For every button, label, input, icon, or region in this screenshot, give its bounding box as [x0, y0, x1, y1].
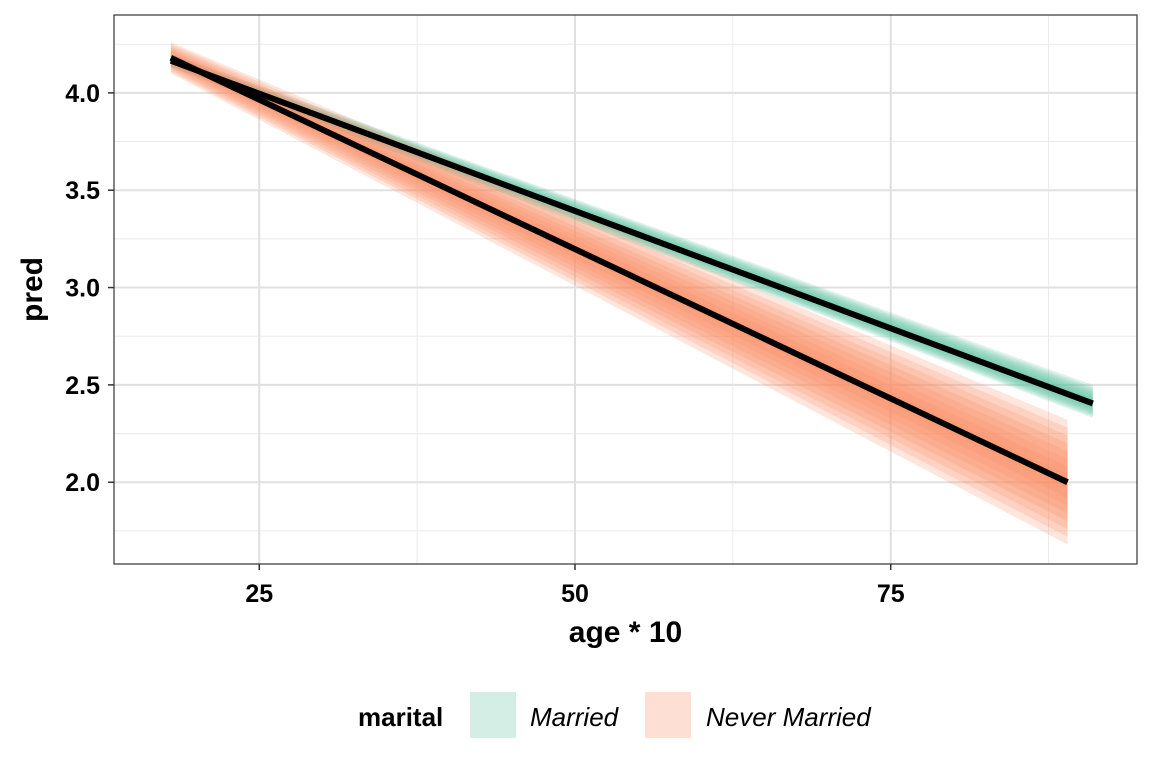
legend-key [470, 692, 516, 738]
panel-border [113, 14, 1138, 565]
grid [114, 15, 1137, 564]
legend: marital Married Never Married [358, 692, 872, 738]
x-tick-label: 25 [245, 580, 273, 608]
y-tick-label: 4.0 [65, 80, 100, 108]
mean-lines [169, 55, 1094, 485]
y-axis-title: pred [16, 257, 49, 322]
x-axis-title: age * 10 [569, 616, 682, 649]
y-tick-label: 3.0 [65, 275, 100, 303]
x-tick-label: 75 [877, 580, 905, 608]
ribbon-band [170, 42, 1068, 545]
y-tick-label: 2.0 [65, 469, 100, 497]
legend-key [645, 692, 691, 738]
ribbons [170, 42, 1093, 545]
y-tick-label: 3.5 [65, 177, 100, 205]
axes: 25 50 75 2.0 2.5 3.0 3.5 4.0 [65, 80, 904, 608]
mean-line [169, 57, 1094, 407]
mean-line [169, 55, 1069, 485]
y-tick-label: 2.5 [65, 372, 100, 400]
legend-label: Never Married [706, 702, 872, 732]
ribbon-band [170, 44, 1068, 537]
legend-label: Married [530, 702, 620, 732]
x-tick-label: 50 [561, 580, 589, 608]
legend-title: marital [358, 702, 443, 732]
